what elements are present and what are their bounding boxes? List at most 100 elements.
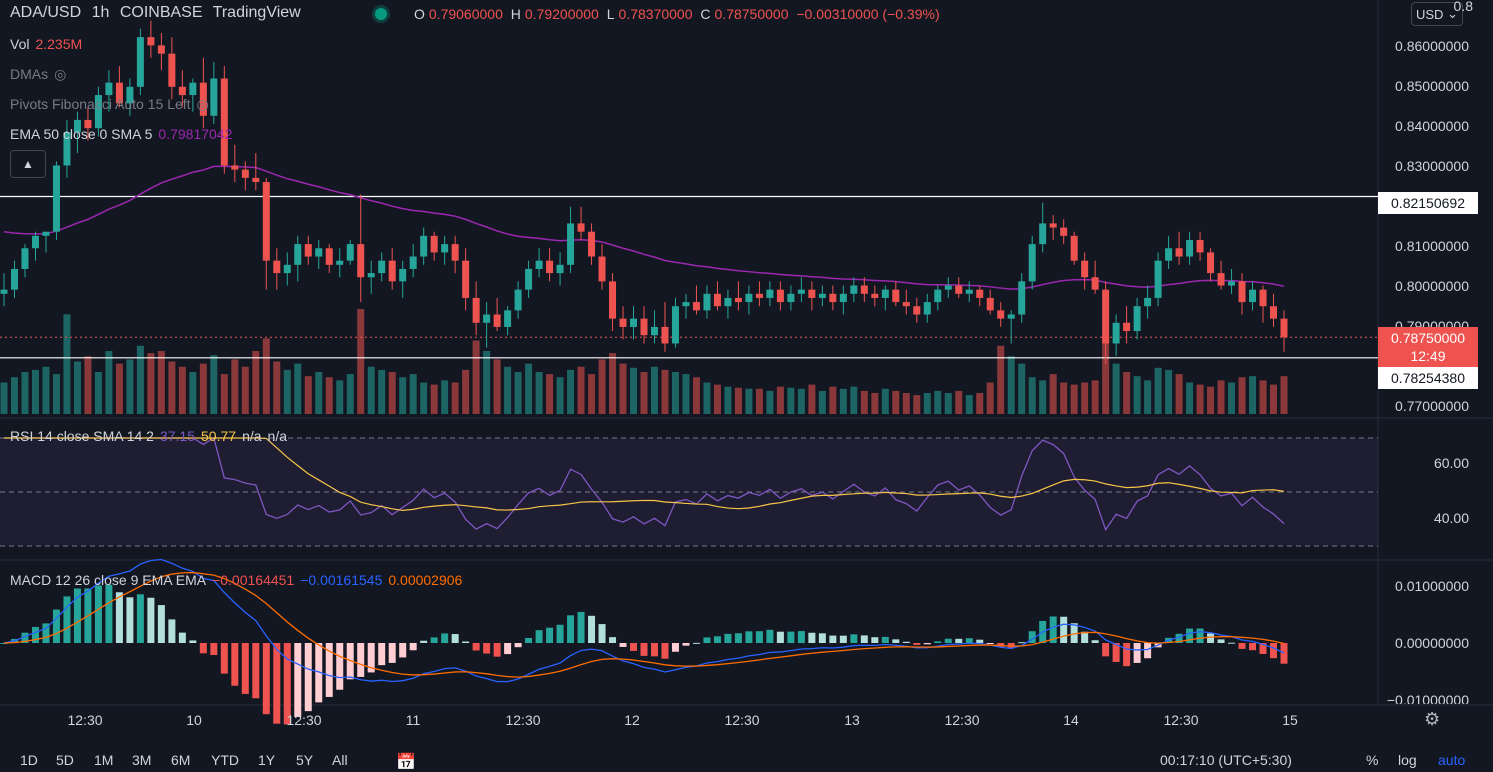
candle-body [42,231,50,236]
volume-bar [1165,369,1173,414]
candle-body [378,260,386,274]
range-button-1d[interactable]: 1D [20,752,38,768]
volume-bar [1039,380,1047,414]
macd-histogram-bar [745,631,753,643]
macd-histogram-bar [1102,643,1110,657]
hidden-eye-icon[interactable]: ◎ [196,96,209,112]
candle-body [1133,306,1141,332]
range-button-1y[interactable]: 1Y [258,752,276,768]
rsi-axis-label: 40.00 [1433,510,1469,526]
volume-bar [0,382,8,414]
range-button-6m[interactable]: 6M [171,752,191,768]
range-button-all[interactable]: All [332,752,348,768]
volume-bar [986,382,994,414]
volume-bar [399,377,407,414]
ema-legend[interactable]: EMA 50 close 0 SMA 5 0.79817042 [10,126,238,142]
collapse-legend-button[interactable]: ▲ [10,150,46,178]
macd-histogram-bar [315,643,323,703]
macd-histogram-bar [0,643,8,644]
range-button-5y[interactable]: 5Y [296,752,314,768]
macd-histogram-bar [1144,643,1152,659]
volume-bar [965,395,973,414]
volume-bar [797,388,805,414]
support-price-box: 0.78254380 [1378,367,1478,389]
volume-bar [567,369,575,414]
time-axis-label: 13 [844,712,860,728]
volume-bar [1112,363,1120,414]
pivots-label: Pivots Fibonacci Auto 15 Left [10,96,191,112]
candle-body [451,244,459,261]
range-button-3m[interactable]: 3M [132,752,152,768]
candle-body [1249,289,1257,303]
dmas-legend[interactable]: DMAs ◎ [10,66,72,83]
range-button-1m[interactable]: 1M [94,752,114,768]
hidden-eye-icon[interactable]: ◎ [54,66,67,82]
candle-body [766,289,774,298]
volume-bar [1123,372,1131,414]
volume-bar [1133,376,1141,414]
price-axis-label: 0.84000000 [1395,118,1469,134]
current-price: 0.78750000 [1391,330,1465,346]
volume-bar [535,372,543,414]
candle-body [1028,244,1036,282]
auto-toggle[interactable]: auto [1438,752,1466,768]
macd-histogram-bar [1028,631,1036,643]
settings-gear-icon[interactable]: ⚙ [1424,709,1441,729]
macd-histogram-bar [231,643,239,686]
macd-histogram-bar [52,609,60,643]
macd-histogram-bar [829,635,837,643]
volume-legend[interactable]: Vol 2.235M [10,36,88,52]
pivots-legend[interactable]: Pivots Fibonacci Auto 15 Left ◎ [10,96,215,113]
candle-body [1060,227,1068,236]
candle-body [94,95,102,129]
macd-legend[interactable]: MACD 12 26 close 9 EMA EMA −0.00164451 −0.… [10,572,468,588]
range-button-ytd[interactable]: YTD [211,752,239,768]
candle-body [514,289,522,311]
macd-histogram-bar [913,643,921,645]
volume-bar [325,377,333,414]
volume-bar [1207,386,1215,414]
macd-histogram-bar [21,632,29,643]
macd-histogram-bar [1081,631,1089,643]
macd-histogram-bar [1228,642,1236,644]
candle-body [588,231,596,257]
log-toggle[interactable]: log [1398,752,1417,768]
range-button-5d[interactable]: 5D [56,752,74,768]
change-value: −0.00310000 (−0.39%) [796,6,940,22]
currency-dropdown[interactable]: USD ⌄ [1411,2,1463,26]
candle-body [409,256,417,269]
macd-histogram-bar [357,643,365,677]
percent-toggle[interactable]: % [1366,752,1379,768]
candle-body [262,182,270,261]
candle-body [818,293,826,298]
volume-bar [1070,384,1078,414]
candle-body [1144,297,1152,307]
volume-bar [881,388,889,414]
candle-body [1238,281,1246,303]
volume-bar [21,372,29,414]
clock-readout[interactable]: 00:17:10 (UTC+5:30) [1160,752,1292,768]
volume-bar [1144,380,1152,414]
volume-bar [745,388,753,414]
rsi-label: RSI 14 close SMA 14 2 [10,428,154,444]
macd-histogram-bar [472,643,480,651]
candle-body [73,119,81,133]
macd-histogram-bar [556,624,564,643]
volume-bar [734,387,742,414]
candle-body [1259,289,1267,307]
dmas-label: DMAs [10,66,49,82]
rsi-legend[interactable]: RSI 14 close SMA 14 2 37.15 50.77 n/a n/a [10,428,293,444]
volume-bar [944,393,952,414]
chevron-down-icon: ⌄ [1447,6,1458,21]
interval-label[interactable]: 1h [91,4,110,21]
macd-histogram-bar [420,640,428,643]
macd-histogram-bar [462,641,470,643]
macd-histogram-bar [1175,633,1183,643]
macd-histogram-bar [713,636,721,643]
symbol-name[interactable]: ADA/USD [10,4,82,21]
bar-countdown: 12:49 [1410,348,1446,364]
volume-bar [577,366,585,414]
macd-histogram-bar [1018,642,1026,644]
calendar-icon[interactable]: 📅 [396,754,416,771]
